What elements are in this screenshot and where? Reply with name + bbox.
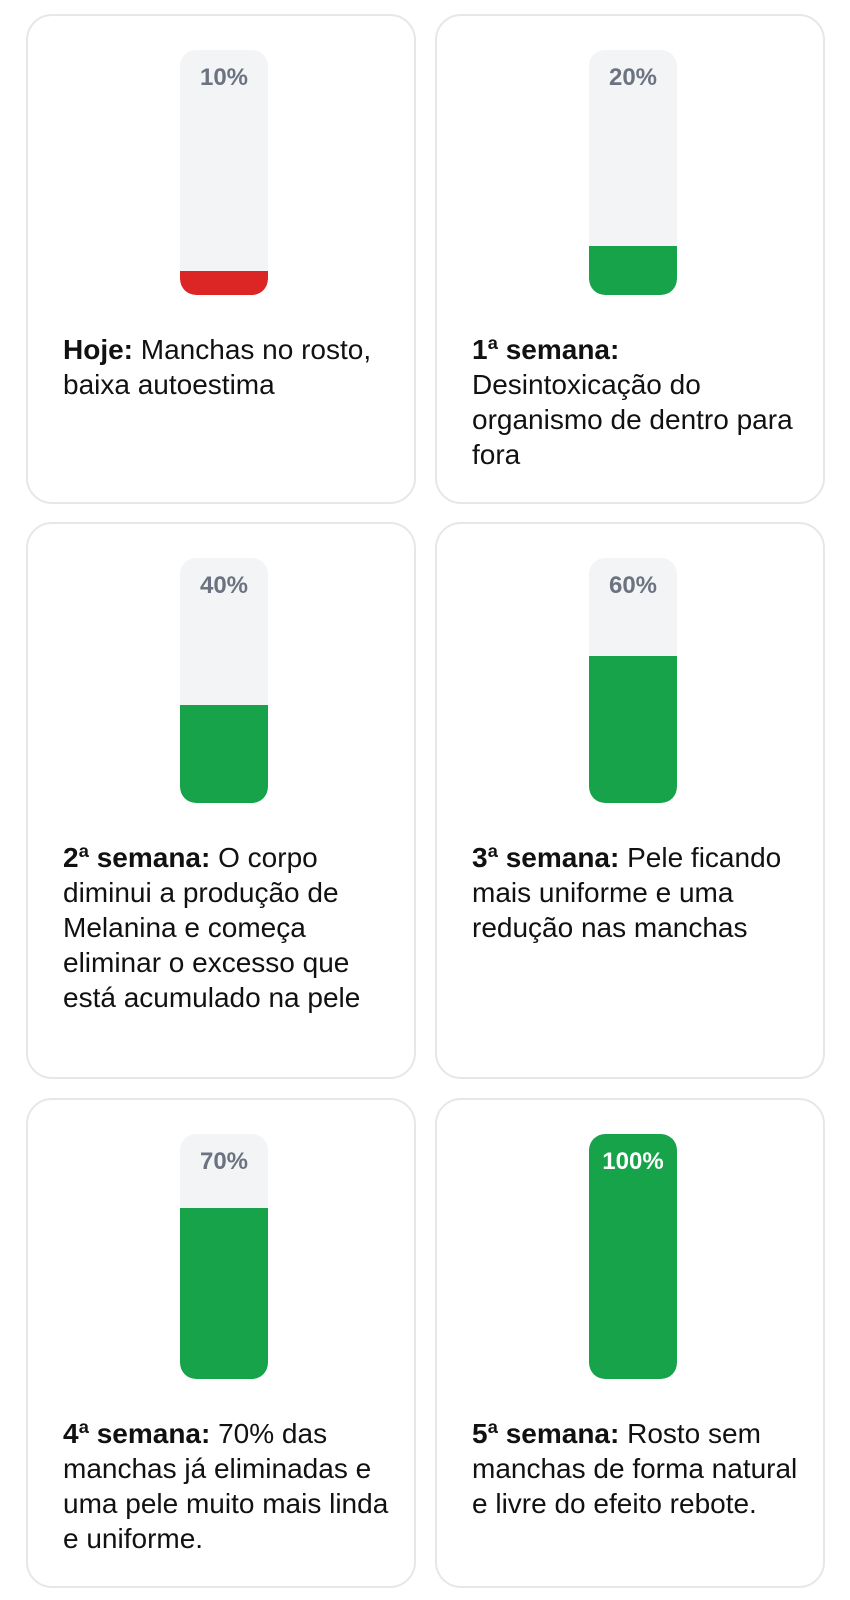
progress-description: 1ª semana: Desintoxicação do organismo d… bbox=[472, 332, 802, 472]
progress-bar: 20% bbox=[589, 50, 677, 295]
progress-description: 5ª semana: Rosto sem manchas de forma na… bbox=[472, 1416, 802, 1521]
progress-card-today: 10% Hoje: Manchas no rosto, baixa autoes… bbox=[26, 14, 416, 504]
progress-bar-fill bbox=[180, 705, 268, 803]
progress-title: 2ª semana: bbox=[63, 842, 211, 873]
progress-bar-fill bbox=[180, 1207, 268, 1379]
progress-text: O corpo diminui a produção de Melanina e… bbox=[63, 842, 361, 1013]
progress-title: 3ª semana: bbox=[472, 842, 620, 873]
progress-bar-fill bbox=[589, 1134, 677, 1379]
progress-description: 4ª semana: 70% das manchas já eliminadas… bbox=[63, 1416, 393, 1556]
progress-text: 70% das manchas já eliminadas e uma pele… bbox=[63, 1418, 389, 1554]
progress-bar-fill bbox=[589, 246, 677, 295]
progress-text: Rosto sem manchas de forma natural e liv… bbox=[472, 1418, 798, 1519]
progress-card-week-5: 100% 5ª semana: Rosto sem manchas de for… bbox=[435, 1098, 825, 1588]
progress-title: Hoje: bbox=[63, 334, 133, 365]
progress-percent-label: 100% bbox=[602, 1148, 664, 1175]
progress-bar: 70% bbox=[180, 1134, 268, 1379]
progress-percent-label: 70% bbox=[199, 1148, 249, 1175]
progress-description: Hoje: Manchas no rosto, baixa autoestima bbox=[63, 332, 393, 402]
progress-percent-label: 40% bbox=[199, 572, 249, 599]
progress-text: Pele ficando mais uniforme e uma redução… bbox=[472, 842, 782, 943]
progress-title: 4ª semana: bbox=[63, 1418, 211, 1449]
progress-bar: 10% bbox=[180, 50, 268, 295]
progress-text: Desintoxicação do organismo de dentro pa… bbox=[472, 369, 793, 470]
progress-bar-fill bbox=[589, 656, 677, 803]
progress-bar: 60% bbox=[589, 558, 677, 803]
progress-card-week-3: 60% 3ª semana: Pele ficando mais uniform… bbox=[435, 522, 825, 1079]
progress-bar-fill bbox=[180, 270, 268, 295]
progress-bar: 40% bbox=[180, 558, 268, 803]
progress-text: Manchas no rosto, baixa autoestima bbox=[63, 334, 372, 400]
progress-percent-label: 20% bbox=[608, 64, 658, 91]
progress-description: 3ª semana: Pele ficando mais uniforme e … bbox=[472, 840, 802, 945]
progress-description: 2ª semana: O corpo diminui a produção de… bbox=[63, 840, 393, 1015]
progress-card-week-1: 20% 1ª semana: Desintoxicação do organis… bbox=[435, 14, 825, 504]
progress-card-week-4: 70% 4ª semana: 70% das manchas já elimin… bbox=[26, 1098, 416, 1588]
progress-title: 1ª semana: bbox=[472, 334, 620, 365]
progress-percent-label: 60% bbox=[608, 572, 658, 599]
progress-card-week-2: 40% 2ª semana: O corpo diminui a produçã… bbox=[26, 522, 416, 1079]
progress-bar: 100% bbox=[589, 1134, 677, 1379]
progress-title: 5ª semana: bbox=[472, 1418, 620, 1449]
progress-percent-label: 10% bbox=[199, 64, 249, 91]
